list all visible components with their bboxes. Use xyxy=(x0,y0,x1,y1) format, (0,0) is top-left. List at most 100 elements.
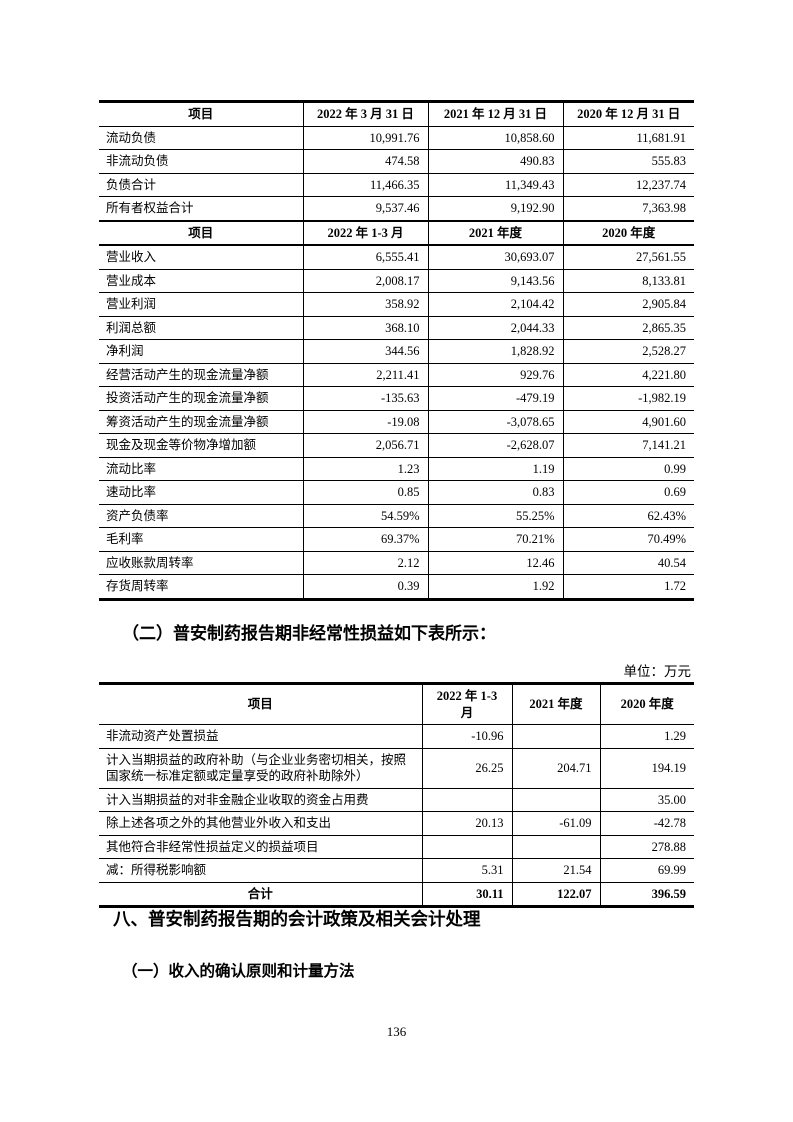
table-row: 负债合计 11,466.35 11,349.43 12,237.74 xyxy=(99,173,694,197)
value-cell: 1,828.92 xyxy=(427,339,563,364)
table-row: 营业成本 2,008.17 9,143.56 8,133.81 xyxy=(99,269,694,293)
item-label-cell: 除上述各项之外的其他营业外收入和支出 xyxy=(99,811,422,836)
table-row: 经营活动产生的现金流量净额 2,211.41 929.76 4,221.80 xyxy=(99,363,694,387)
item-label-cell: 净利润 xyxy=(99,339,303,364)
table-row: 其他符合非经常性损益定义的损益项目 278.88 xyxy=(99,835,694,859)
value-cell: 1.23 xyxy=(302,457,428,481)
value-cell xyxy=(511,788,600,812)
table-row: 非流动负债 474.58 490.83 555.83 xyxy=(99,149,694,174)
column-header-period-1: 2022 年 1-3 月 xyxy=(421,683,512,725)
unit-label: 单位：万元 xyxy=(623,664,692,679)
value-cell: 9,192.90 xyxy=(427,196,563,221)
value-cell: 69.99 xyxy=(599,858,694,883)
total-row: 合计 30.11 122.07 396.59 xyxy=(99,882,694,907)
table-row: 存货周转率 0.39 1.92 1.72 xyxy=(99,574,694,600)
page-number: 136 xyxy=(386,1024,407,1039)
value-cell: 21.54 xyxy=(511,858,600,883)
item-label-cell: 计入当期损益的对非金融企业收取的资金占用费 xyxy=(99,788,422,812)
table-row: 投资活动产生的现金流量净额 -135.63 -479.19 -1,982.19 xyxy=(99,386,694,411)
value-cell: 70.49% xyxy=(562,527,694,552)
table-row: 营业收入 6,555.41 30,693.07 27,561.55 xyxy=(99,245,694,270)
value-cell xyxy=(421,835,512,859)
value-cell: 7,363.98 xyxy=(562,196,694,221)
item-label-cell: 计入当期损益的政府补助（与企业业务密切相关，按照国家统一标准定额或定量享受的政府… xyxy=(99,748,422,789)
item-label-cell: 营业利润 xyxy=(99,292,303,317)
value-cell: 62.43% xyxy=(562,504,694,528)
non-recurring-item-rows: 非流动资产处置损益 -10.96 1.29 计入当期损益的政府补助（与企业业务密切相关… xyxy=(99,724,694,883)
item-label-cell: 应收账款周转率 xyxy=(99,551,303,575)
value-cell: 2.12 xyxy=(302,551,428,575)
item-label-cell: 速动比率 xyxy=(99,480,303,505)
table-row: 非流动资产处置损益 -10.96 1.29 xyxy=(99,724,694,749)
item-label-cell: 营业收入 xyxy=(99,245,303,270)
item-label-cell: 减：所得税影响额 xyxy=(99,858,422,883)
table-row: 流动负债 10,991.76 10,858.60 11,681.91 xyxy=(99,126,694,150)
value-cell: 10,991.76 xyxy=(302,126,428,150)
value-cell: 1.19 xyxy=(427,457,563,481)
value-cell: 2,905.84 xyxy=(562,292,694,317)
value-cell: 2,104.42 xyxy=(427,292,563,317)
table-row: 流动比率 1.23 1.19 0.99 xyxy=(99,457,694,481)
section-8-1-heading: （一）收入的确认原则和计量方法 xyxy=(122,963,355,980)
table-row: 现金及现金等价物净增加额 2,056.71 -2,628.07 7,141.21 xyxy=(99,433,694,458)
item-label-cell: 经营活动产生的现金流量净额 xyxy=(99,363,303,387)
value-cell: 490.83 xyxy=(427,149,563,174)
total-value-cell: 396.59 xyxy=(599,882,694,907)
item-label-cell: 非流动资产处置损益 xyxy=(99,724,422,749)
table-row: 除上述各项之外的其他营业外收入和支出 20.13 -61.09 -42.78 xyxy=(99,811,694,836)
table-row: 减：所得税影响额 5.31 21.54 69.99 xyxy=(99,858,694,883)
value-cell: 194.19 xyxy=(599,748,694,789)
item-label-cell: 流动负债 xyxy=(99,126,303,150)
value-cell: 368.10 xyxy=(302,316,428,340)
value-cell: 344.56 xyxy=(302,339,428,364)
table-row: 所有者权益合计 9,537.46 9,192.90 7,363.98 xyxy=(99,196,694,221)
column-header-date-2: 2021 年 12 月 31 日 xyxy=(427,101,563,127)
value-cell: 9,537.46 xyxy=(302,196,428,221)
value-cell: 929.76 xyxy=(427,363,563,387)
value-cell: 40.54 xyxy=(562,551,694,575)
item-label-cell: 利润总额 xyxy=(99,316,303,340)
value-cell: -19.08 xyxy=(302,410,428,434)
value-cell: -2,628.07 xyxy=(427,433,563,458)
item-label-cell: 流动比率 xyxy=(99,457,303,481)
value-cell: -10.96 xyxy=(421,724,512,749)
value-cell: 1.29 xyxy=(599,724,694,749)
table-row: 应收账款周转率 2.12 12.46 40.54 xyxy=(99,551,694,575)
section-8-heading: 八、普安制药报告期的会计政策及相关会计处理 xyxy=(113,909,481,929)
section-2-heading: （二）普安制药报告期非经常性损益如下表所示： xyxy=(122,624,496,643)
value-cell: 2,211.41 xyxy=(302,363,428,387)
value-cell: -1,982.19 xyxy=(562,386,694,411)
item-label-cell: 其他符合非经常性损益定义的损益项目 xyxy=(99,835,422,859)
value-cell xyxy=(421,788,512,812)
column-header-date-1: 2022 年 3 月 31 日 xyxy=(302,101,428,127)
non-recurring-items-table: 项目 2022 年 1-3 月 2021 年度 2020 年度 非流动资产处置损… xyxy=(99,682,694,908)
total-label-cell: 合计 xyxy=(99,882,422,907)
table-row: 毛利率 69.37% 70.21% 70.49% xyxy=(99,527,694,552)
item-label-cell: 毛利率 xyxy=(99,527,303,552)
column-header-item: 项目 xyxy=(99,101,303,127)
value-cell: 1.92 xyxy=(427,574,563,600)
value-cell: 69.37% xyxy=(302,527,428,552)
item-label-cell: 营业成本 xyxy=(99,269,303,293)
item-label-cell: 现金及现金等价物净增加额 xyxy=(99,433,303,458)
item-label-cell: 投资活动产生的现金流量净额 xyxy=(99,386,303,411)
value-cell: -135.63 xyxy=(302,386,428,411)
value-cell: 26.25 xyxy=(421,748,512,789)
value-cell: 0.69 xyxy=(562,480,694,505)
income-and-ratio-rows: 营业收入 6,555.41 30,693.07 27,561.55 营业成本 2,008.… xyxy=(99,245,694,600)
value-cell: 0.83 xyxy=(427,480,563,505)
value-cell: 0.85 xyxy=(302,480,428,505)
column-header-period-3: 2020 年度 xyxy=(599,683,694,725)
column-header-period-2: 2021 年度 xyxy=(511,683,600,725)
total-value-cell: 122.07 xyxy=(511,882,600,907)
table-row: 速动比率 0.85 0.83 0.69 xyxy=(99,480,694,505)
value-cell: 30,693.07 xyxy=(427,245,563,270)
column-header-period-2: 2021 年度 xyxy=(427,219,563,246)
value-cell: -3,078.65 xyxy=(427,410,563,434)
value-cell: 4,221.80 xyxy=(562,363,694,387)
value-cell: 12,237.74 xyxy=(562,173,694,197)
item-label-cell: 筹资活动产生的现金流量净额 xyxy=(99,410,303,434)
column-header-period-1: 2022 年 1-3 月 xyxy=(302,219,428,246)
value-cell: 5.31 xyxy=(421,858,512,883)
